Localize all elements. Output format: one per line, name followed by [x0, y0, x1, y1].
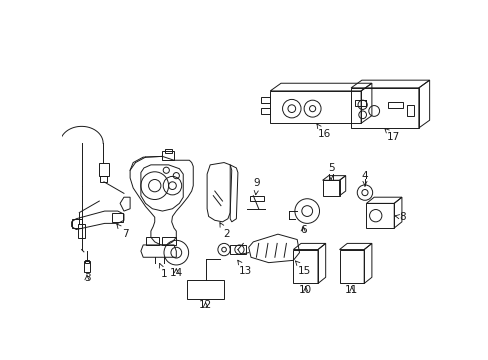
Text: 14: 14 [169, 267, 183, 278]
Text: 13: 13 [237, 260, 252, 276]
Text: 2: 2 [220, 222, 229, 239]
Text: 16: 16 [316, 124, 330, 139]
Text: 10: 10 [299, 285, 312, 294]
Text: 5: 5 [327, 163, 334, 179]
Text: 7: 7 [117, 224, 128, 239]
Text: 3: 3 [83, 273, 90, 283]
Text: 6: 6 [300, 225, 306, 235]
Text: 9: 9 [253, 178, 260, 195]
Text: 12: 12 [199, 300, 212, 310]
Text: 8: 8 [394, 212, 405, 222]
Text: 4: 4 [361, 171, 367, 186]
Text: 15: 15 [295, 261, 311, 276]
Text: 1: 1 [159, 264, 167, 279]
Text: 11: 11 [345, 285, 358, 294]
Text: 17: 17 [384, 129, 399, 142]
